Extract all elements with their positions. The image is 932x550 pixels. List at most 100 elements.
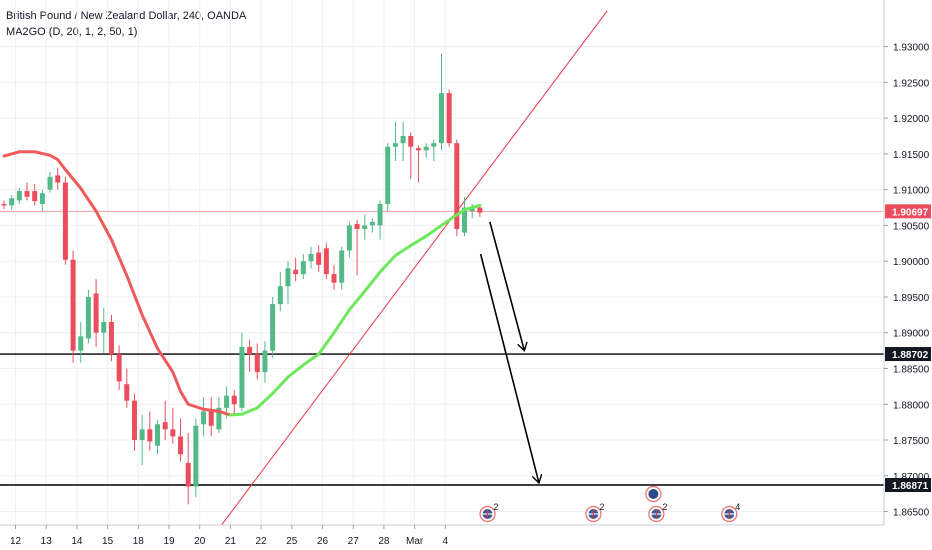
- ma-line-bullish: [228, 203, 482, 417]
- candle: [155, 419, 160, 455]
- price-tick-label: 1.88000: [893, 400, 930, 411]
- candle: [400, 121, 406, 162]
- projection-arrow: [489, 221, 525, 351]
- chart-title: British Pound / New Zealand Dollar, 240,…: [6, 10, 247, 22]
- candle-body: [193, 425, 199, 487]
- candle: [208, 397, 214, 437]
- candle-body: [116, 354, 122, 382]
- candle: [377, 200, 383, 240]
- candle: [231, 389, 237, 415]
- support-price-tag-text: 1.86871: [892, 481, 929, 492]
- candle-body: [247, 347, 253, 355]
- trendline-layer: [221, 10, 608, 525]
- candle-body: [446, 93, 452, 144]
- candle: [108, 314, 114, 362]
- price-tick-label: 1.92000: [893, 114, 930, 125]
- candle: [39, 189, 45, 212]
- time-tick-label: 28: [378, 536, 390, 547]
- candle-body: [9, 198, 15, 206]
- candle-body: [139, 429, 145, 441]
- candle-body: [216, 407, 222, 430]
- candle-body: [162, 422, 168, 430]
- candle-body: [224, 395, 230, 408]
- price-tick-label: 1.90000: [893, 257, 930, 268]
- candle-body: [438, 93, 444, 144]
- candle-body: [201, 411, 207, 425]
- time-tick-label: 26: [317, 536, 329, 547]
- candle: [70, 250, 76, 363]
- candle-body: [101, 321, 107, 333]
- candle: [446, 89, 452, 147]
- candle-body: [62, 182, 68, 260]
- price-axis: [884, 0, 932, 550]
- price-tick-label: 1.92500: [893, 78, 930, 89]
- candle-body: [400, 136, 406, 144]
- trendline: [221, 10, 608, 525]
- candle: [162, 400, 168, 441]
- candle-body: [16, 191, 22, 201]
- candle-body: [323, 248, 329, 275]
- candle-body: [469, 207, 475, 212]
- candle: [193, 418, 199, 498]
- candle: [139, 414, 145, 466]
- time-axis: [0, 525, 932, 550]
- time-tick-label: 27: [348, 536, 360, 547]
- candle-body: [354, 224, 360, 230]
- flag-icon: [648, 489, 659, 499]
- candle: [201, 397, 207, 437]
- time-tick-label: 20: [194, 536, 206, 547]
- candle-body: [231, 395, 237, 405]
- candle: [392, 121, 398, 162]
- candle-body: [277, 286, 283, 305]
- time-tick-label: 13: [41, 536, 53, 547]
- candle-body: [362, 225, 368, 230]
- candle: [285, 261, 291, 305]
- candle-body: [346, 225, 352, 251]
- candle: [331, 264, 337, 290]
- candle-body: [369, 221, 375, 226]
- candle-body: [124, 384, 130, 401]
- candle: [32, 183, 38, 206]
- candle-body: [385, 146, 391, 204]
- price-tick-label: 1.87500: [893, 436, 930, 447]
- candle: [423, 143, 429, 158]
- candle-body: [477, 207, 483, 213]
- candle-body: [431, 143, 437, 147]
- price-tick-label: 1.90500: [893, 221, 930, 232]
- candle-body: [331, 274, 337, 283]
- event-markers: 2 2 2 4: [479, 485, 740, 523]
- candle-body: [423, 146, 429, 151]
- candle-body: [131, 400, 137, 441]
- candle: [85, 289, 91, 344]
- candle: [9, 195, 15, 210]
- candle-body: [262, 350, 268, 373]
- candle-body: [377, 203, 383, 226]
- candle-body: [293, 269, 299, 275]
- event-marker-icon: 4: [721, 502, 740, 523]
- candle: [62, 176, 68, 265]
- candle: [178, 418, 184, 462]
- candle-body: [270, 304, 276, 351]
- support-price-tag-text: 1.88702: [892, 350, 929, 361]
- price-tick-label: 1.88500: [893, 364, 930, 375]
- candle-body: [239, 347, 245, 408]
- candle-body: [392, 143, 398, 147]
- time-tick-label: 21: [225, 536, 237, 547]
- support-price-tag: 1.86871: [885, 478, 931, 493]
- price-tick-label: 1.91500: [893, 150, 930, 161]
- price-tick-label: 1.91000: [893, 186, 930, 197]
- candle-body: [155, 424, 160, 446]
- candle-body: [308, 254, 314, 262]
- candle: [55, 168, 61, 190]
- candle: [247, 339, 253, 373]
- candle-body: [24, 191, 30, 197]
- candle: [47, 171, 53, 193]
- candle: [185, 432, 191, 505]
- moving-average: [2, 150, 482, 417]
- grid: [0, 0, 884, 525]
- candle-body: [339, 250, 345, 283]
- candle: [147, 411, 153, 451]
- candles: [1, 53, 483, 505]
